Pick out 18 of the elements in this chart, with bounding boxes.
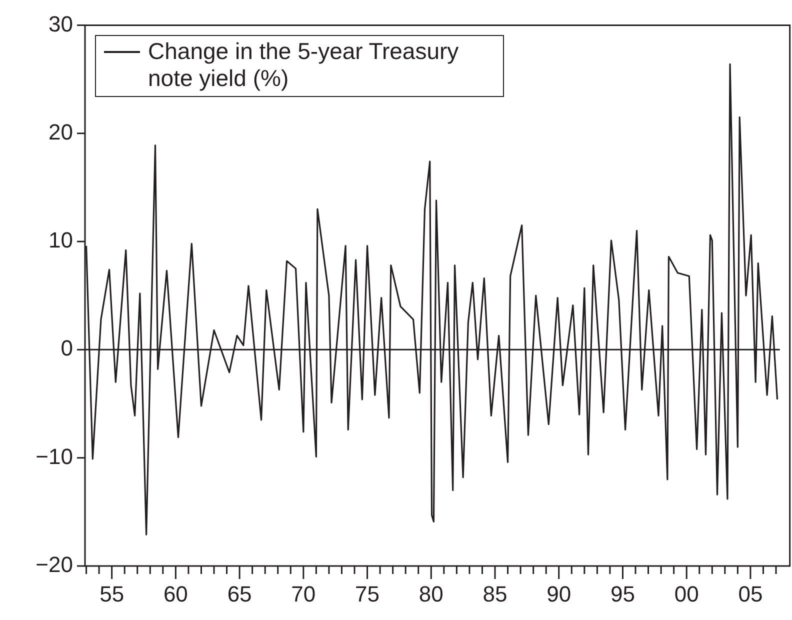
y-tick-label: 10 bbox=[48, 228, 73, 253]
x-tick-label: 85 bbox=[482, 581, 508, 606]
x-tick-label: 00 bbox=[674, 581, 699, 606]
y-tick-label: −10 bbox=[36, 444, 73, 469]
y-tick-label: 20 bbox=[48, 119, 73, 144]
x-tick-label: 60 bbox=[163, 581, 188, 606]
x-tick-label: 65 bbox=[227, 581, 252, 606]
legend-label: Change in the 5-year Treasury note yield (%) bbox=[148, 38, 460, 92]
x-tick-label: 05 bbox=[738, 581, 763, 606]
x-tick-label: 80 bbox=[418, 581, 444, 606]
y-tick-label: 30 bbox=[48, 11, 73, 36]
y-tick-label: 0 bbox=[60, 336, 73, 361]
x-tick-label: 70 bbox=[291, 581, 316, 606]
x-tick-label: 75 bbox=[355, 581, 380, 606]
y-tick-label: −20 bbox=[36, 552, 73, 578]
x-tick-label: 95 bbox=[610, 581, 635, 606]
x-tick-label: 55 bbox=[100, 581, 124, 606]
x-tick-label: 90 bbox=[546, 581, 572, 606]
